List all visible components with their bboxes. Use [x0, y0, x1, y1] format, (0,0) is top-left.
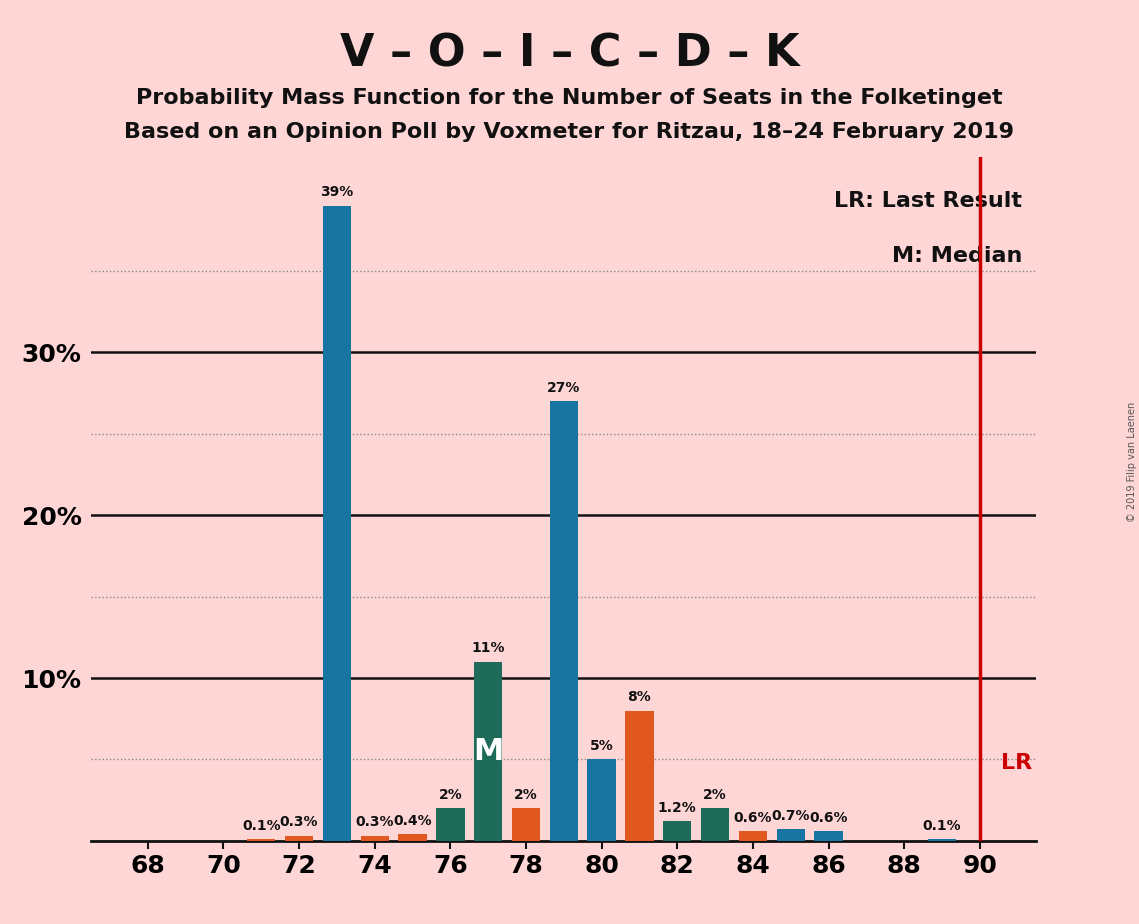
- Text: Probability Mass Function for the Number of Seats in the Folketinget: Probability Mass Function for the Number…: [137, 88, 1002, 108]
- Text: 1.2%: 1.2%: [658, 801, 697, 815]
- Text: 0.4%: 0.4%: [393, 814, 432, 828]
- Text: 5%: 5%: [590, 739, 614, 753]
- Bar: [625, 711, 654, 841]
- Text: 0.6%: 0.6%: [809, 810, 847, 824]
- Bar: [285, 836, 313, 841]
- Text: 27%: 27%: [547, 381, 581, 395]
- Text: 2%: 2%: [439, 788, 462, 802]
- Bar: [550, 401, 577, 841]
- Bar: [247, 839, 276, 841]
- Text: 2%: 2%: [703, 788, 727, 802]
- Text: 39%: 39%: [320, 186, 353, 200]
- Bar: [777, 830, 805, 841]
- Bar: [474, 662, 502, 841]
- Text: Based on an Opinion Poll by Voxmeter for Ritzau, 18–24 February 2019: Based on an Opinion Poll by Voxmeter for…: [124, 122, 1015, 142]
- Text: M: Median: M: Median: [892, 246, 1023, 266]
- Bar: [436, 808, 465, 841]
- Bar: [399, 834, 427, 841]
- Bar: [511, 808, 540, 841]
- Text: 0.7%: 0.7%: [771, 808, 810, 823]
- Text: 0.3%: 0.3%: [355, 816, 394, 830]
- Bar: [322, 206, 351, 841]
- Text: 8%: 8%: [628, 690, 652, 704]
- Text: 11%: 11%: [472, 641, 505, 655]
- Bar: [588, 760, 616, 841]
- Bar: [739, 831, 767, 841]
- Text: M: M: [473, 736, 503, 766]
- Bar: [928, 839, 956, 841]
- Text: 0.1%: 0.1%: [241, 819, 280, 833]
- Text: 0.1%: 0.1%: [923, 819, 961, 833]
- Text: LR: Last Result: LR: Last Result: [834, 191, 1023, 212]
- Bar: [361, 836, 388, 841]
- Text: V – O – I – C – D – K: V – O – I – C – D – K: [339, 32, 800, 76]
- Bar: [700, 808, 729, 841]
- Bar: [663, 821, 691, 841]
- Text: 0.6%: 0.6%: [734, 810, 772, 824]
- Text: 2%: 2%: [514, 788, 538, 802]
- Text: LR: LR: [1000, 753, 1032, 772]
- Text: 0.3%: 0.3%: [280, 816, 319, 830]
- Text: © 2019 Filip van Laenen: © 2019 Filip van Laenen: [1126, 402, 1137, 522]
- Bar: [814, 831, 843, 841]
